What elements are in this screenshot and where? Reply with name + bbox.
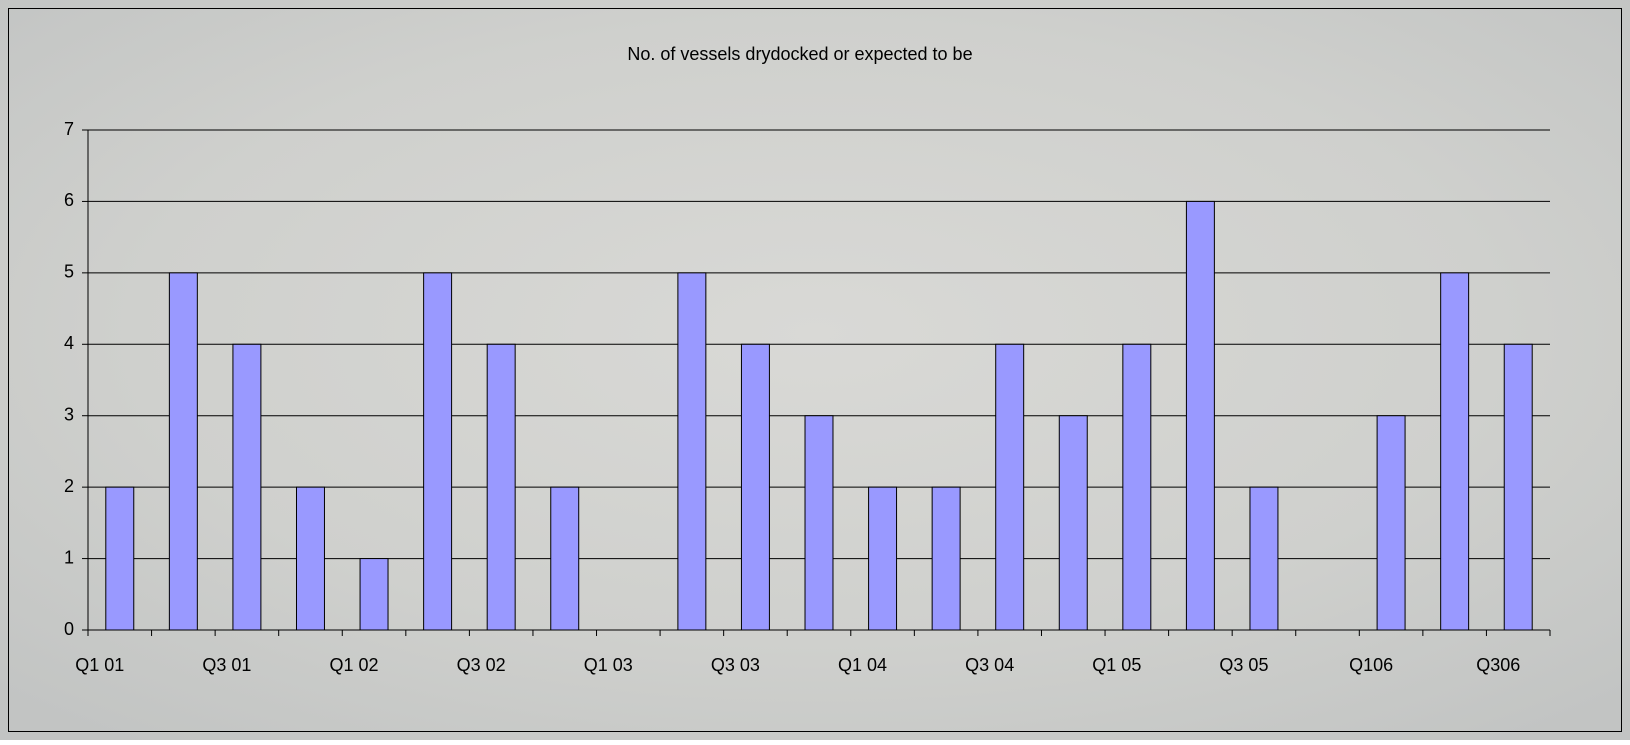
bar xyxy=(1376,415,1406,631)
x-tick-label: Q3 01 xyxy=(202,655,251,675)
bar xyxy=(995,343,1025,631)
bar xyxy=(1185,200,1215,631)
bar xyxy=(295,486,325,631)
x-tick-label: Q3 05 xyxy=(1219,655,1268,675)
y-tick-label: 6 xyxy=(64,190,74,210)
x-tick-label: Q1 03 xyxy=(584,655,633,675)
bar xyxy=(1058,415,1088,631)
x-tick-label: Q306 xyxy=(1476,655,1520,675)
bar xyxy=(740,343,770,631)
x-tick-label: Q106 xyxy=(1349,655,1393,675)
bar xyxy=(168,272,198,631)
x-tick-label: Q3 04 xyxy=(965,655,1014,675)
bar xyxy=(1122,343,1152,631)
bar xyxy=(1249,486,1279,631)
y-tick-label: 1 xyxy=(64,547,74,567)
y-tick-label: 0 xyxy=(64,619,74,639)
x-tick-label: Q1 05 xyxy=(1092,655,1141,675)
bar xyxy=(677,272,707,631)
bar xyxy=(550,486,580,631)
bar xyxy=(1503,343,1533,631)
x-tick-label: Q1 01 xyxy=(75,655,124,675)
bar xyxy=(423,272,453,631)
bar xyxy=(232,343,262,631)
y-tick-label: 4 xyxy=(64,333,74,353)
bar xyxy=(868,486,898,631)
bar xyxy=(1440,272,1470,631)
bar xyxy=(931,486,961,631)
chart-title: No. of vessels drydocked or expected to … xyxy=(627,44,972,64)
y-tick-label: 5 xyxy=(64,262,74,282)
y-tick-label: 2 xyxy=(64,476,74,496)
bar xyxy=(486,343,516,631)
x-tick-label: Q1 04 xyxy=(838,655,887,675)
y-tick-label: 3 xyxy=(64,404,74,424)
x-tick-label: Q1 02 xyxy=(330,655,379,675)
x-tick-label: Q3 03 xyxy=(711,655,760,675)
bar xyxy=(105,486,135,631)
x-tick-label: Q3 02 xyxy=(457,655,506,675)
chart-frame xyxy=(8,8,1622,732)
y-tick-label: 7 xyxy=(64,119,74,139)
bar xyxy=(804,415,834,631)
bar xyxy=(359,558,389,631)
